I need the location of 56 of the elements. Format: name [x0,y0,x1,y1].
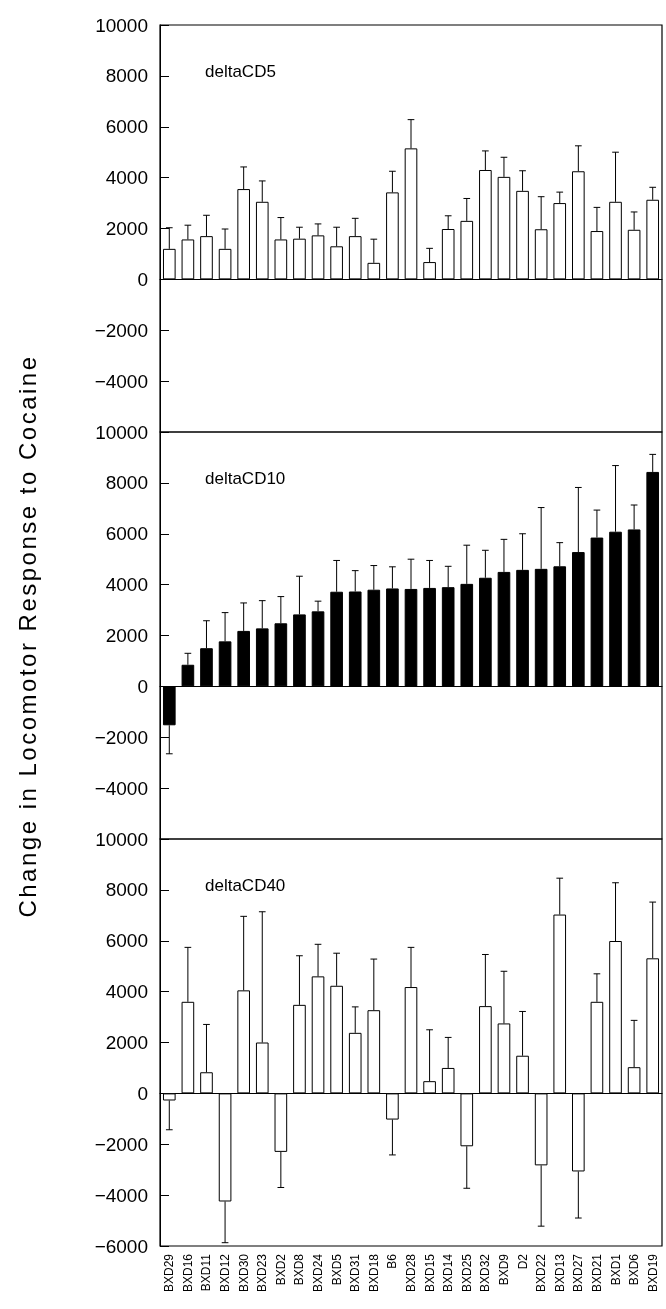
text: deltaCD10 [205,469,286,488]
x-tick-label: BXD1 [608,1253,623,1286]
y-axis-title: Change in Locomotor Response to Cocaine [14,353,42,918]
x-tick-label: BXD29 [162,1253,177,1293]
y-tick-label: 6000 [105,930,148,952]
y-tick-label: 2000 [105,218,148,239]
y-tick-label: 4000 [105,574,148,596]
y-tick-label: 0 [137,1082,148,1104]
x-tick-label: BXD6 [627,1253,642,1286]
x-tick-label: BXD28 [404,1253,418,1293]
x-tick-label: BXD13 [552,1253,567,1293]
x-tick-label: BXD8 [292,1253,307,1286]
x-tick-label: BXD12 [218,1253,233,1293]
y-tick-label: −4000 [94,777,148,799]
y-tick-label: −4000 [94,370,148,392]
y-tick-label: 8000 [105,472,148,494]
y-tick-label: −6000 [94,1235,148,1257]
x-tick-label: D2 [515,1253,530,1270]
x-tick-label: BXD15 [422,1253,437,1293]
x-tick-label: BXD14 [441,1253,456,1293]
x-tick-label: BXD21 [589,1253,604,1293]
x-tick-label: BXD25 [459,1253,474,1293]
x-tick-label: BXD27 [571,1253,586,1293]
y-tick-label: −2000 [94,726,148,748]
y-tick-label: 6000 [105,116,148,138]
y-tick-label: 2000 [105,1032,148,1053]
text: deltaCD5 [205,62,276,81]
y-tick-label: 4000 [105,167,148,189]
x-tick-label: BXD24 [311,1253,326,1293]
x-tick-label: BXD18 [366,1253,381,1293]
y-tick-label: −2000 [94,1133,148,1155]
x-tick-label: BXD16 [180,1253,195,1293]
x-tick-label: BXD2 [273,1253,288,1286]
x-tick-label: BXD22 [534,1253,549,1293]
y-tick-label: −4000 [94,1184,148,1206]
y-tick-label: 10000 [95,421,148,443]
text: deltaCD40 [205,876,286,895]
y-tick-label: 8000 [105,65,148,87]
y-tick-label: 10000 [95,14,148,36]
x-tick-label: BXD19 [645,1253,660,1293]
x-tick-label: BXD23 [255,1253,270,1293]
y-tick-label: 4000 [105,981,148,1003]
y-tick-label: 10000 [95,828,148,850]
x-tick-label: BXD31 [348,1253,363,1293]
x-tick-label: BXD32 [478,1253,493,1293]
y-tick-label: 0 [137,675,148,697]
x-tick-label: BXD11 [199,1253,214,1292]
y-tick-label: −2000 [94,319,148,341]
x-tick-label: B6 [385,1253,400,1269]
y-tick-label: 0 [137,268,148,290]
x-tick-label: BXD9 [496,1253,511,1286]
x-tick-label: BXD5 [329,1253,344,1286]
y-tick-label: 8000 [105,879,148,901]
y-tick-label: 6000 [105,523,148,545]
y-tick-label: 2000 [105,625,148,646]
x-tick-label: BXD30 [236,1253,251,1293]
